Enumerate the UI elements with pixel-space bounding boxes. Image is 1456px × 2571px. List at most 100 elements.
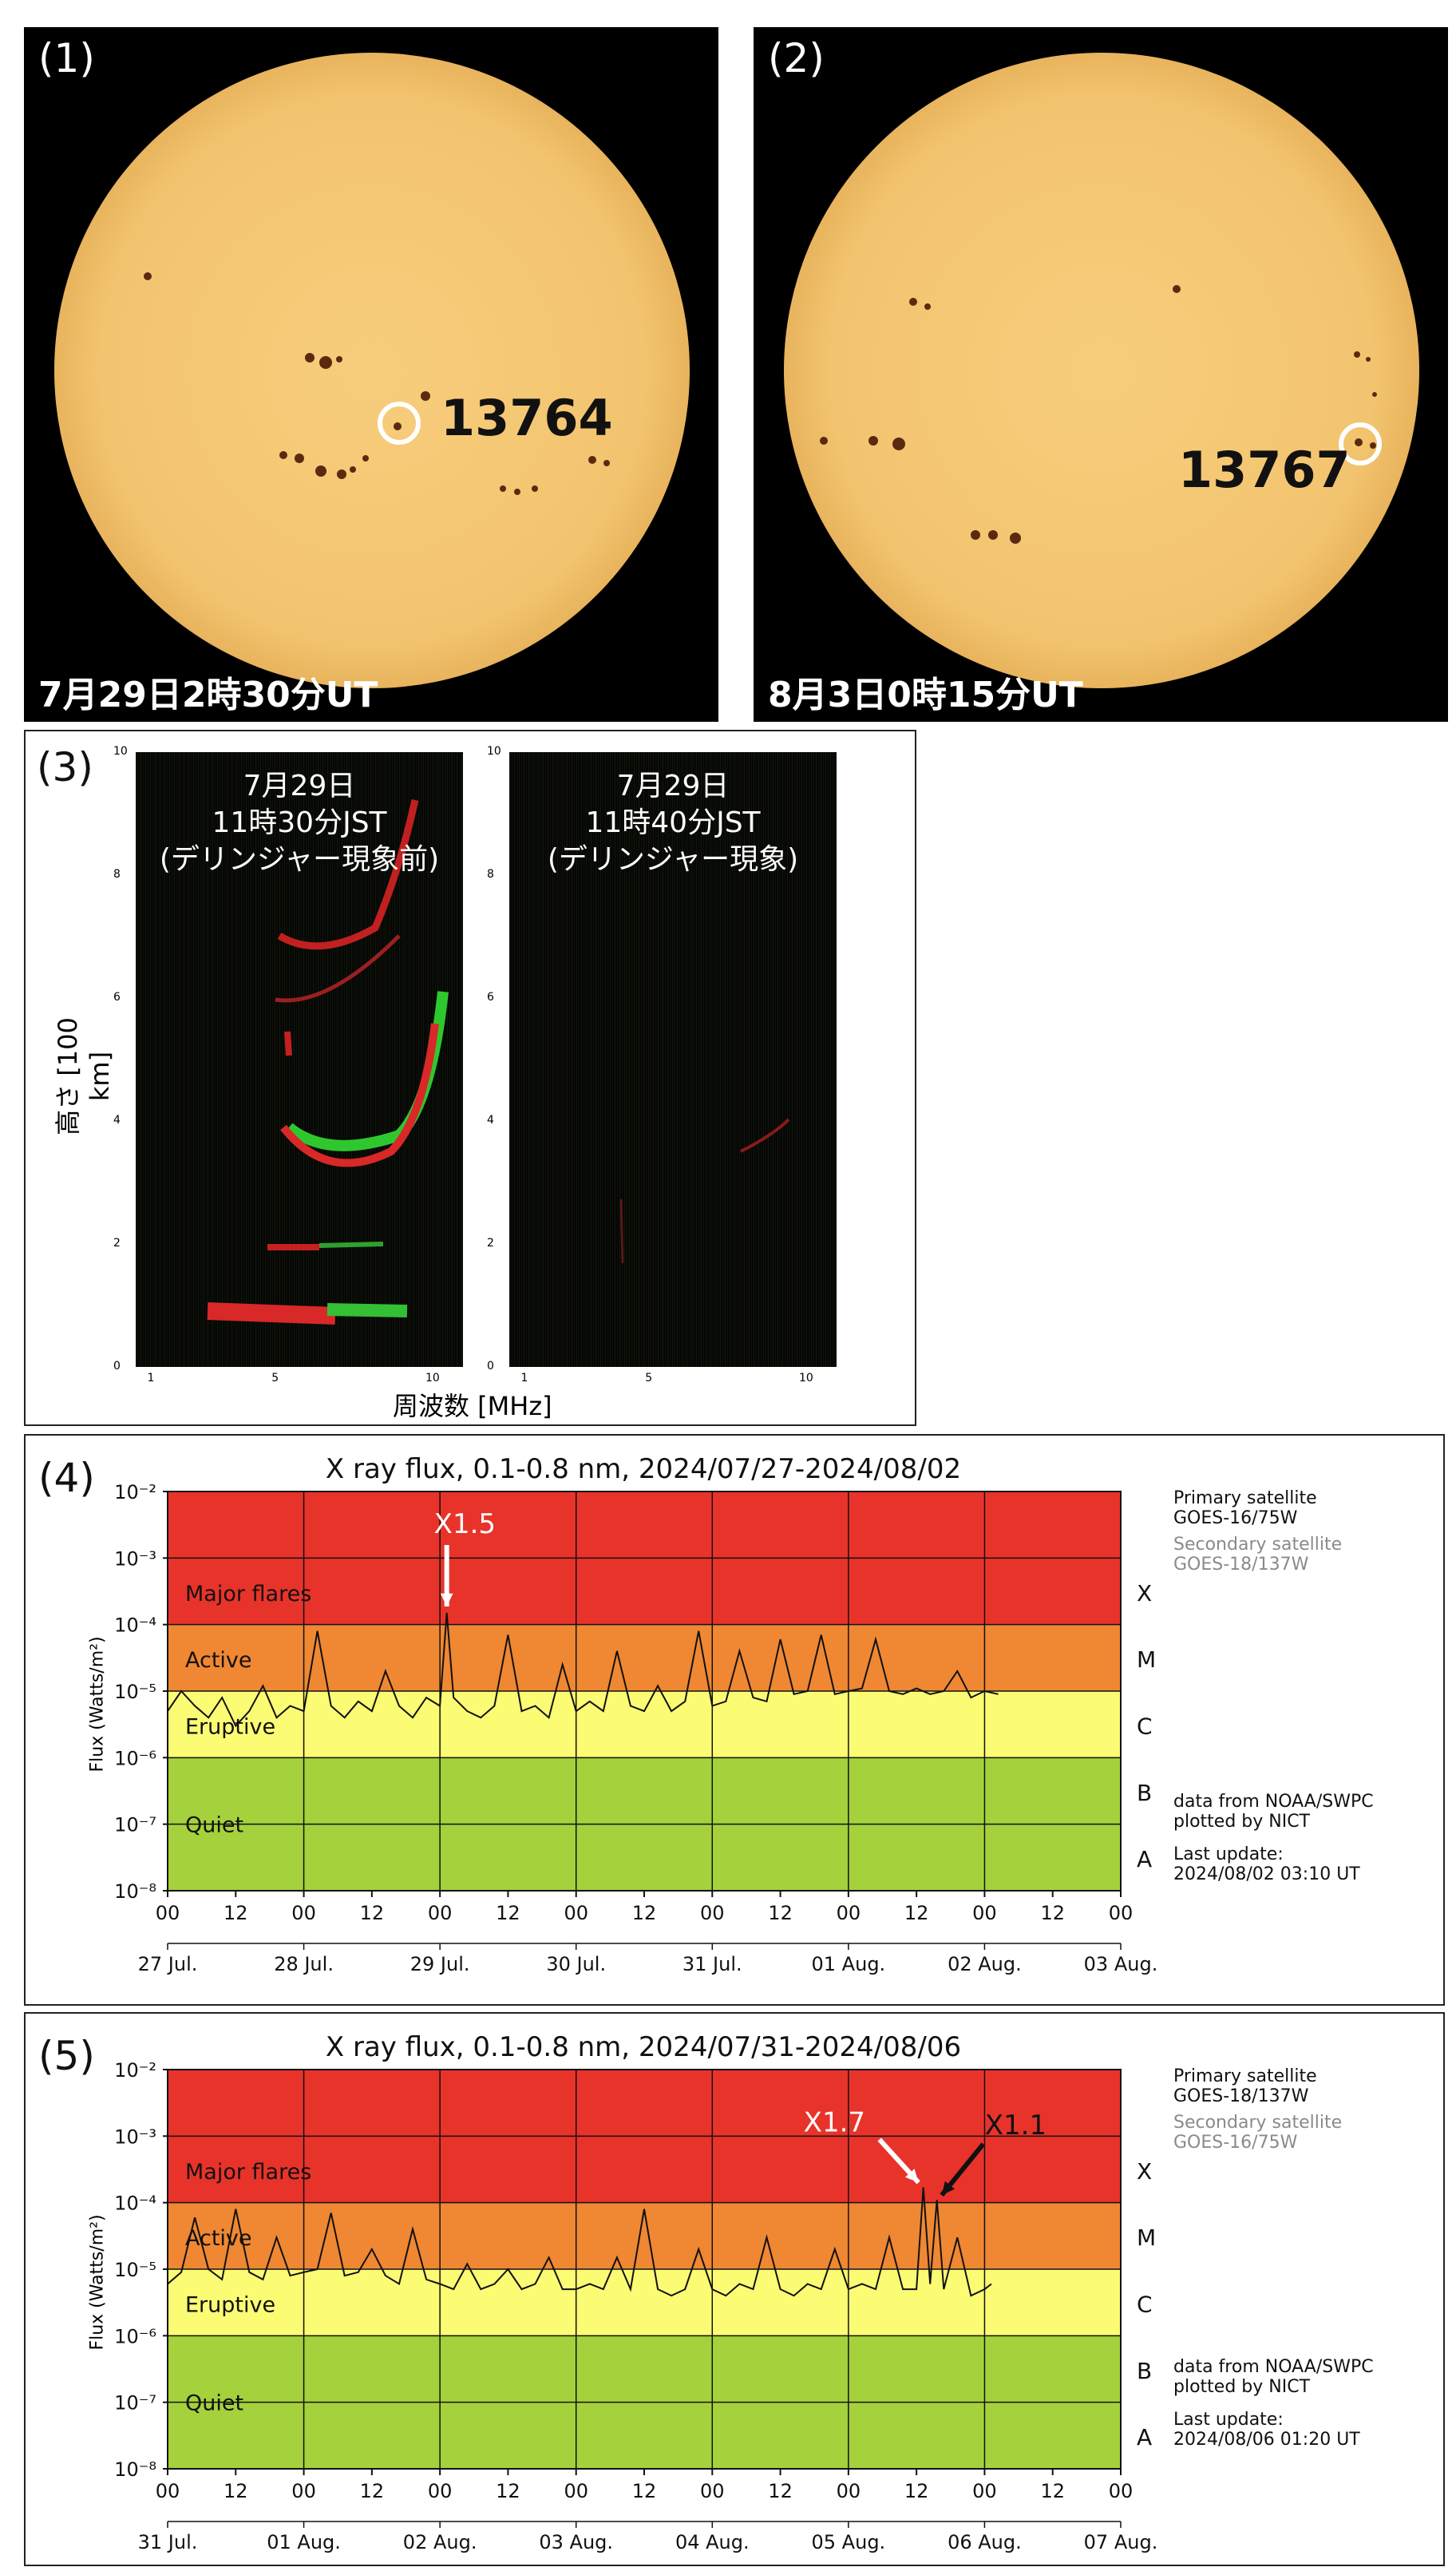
- x-day-label: 01 Aug.: [267, 2531, 341, 2553]
- x-day-label: 29 Jul.: [410, 1953, 470, 1975]
- flux-series-line: [167, 1612, 999, 1728]
- ionogram-ytick: 10: [487, 745, 501, 758]
- primary-label: Primary satellite: [1173, 1488, 1317, 1508]
- region-circle-13767: [1339, 422, 1382, 465]
- x-tick-label: 12: [496, 1902, 520, 1924]
- satellite-info-5: Primary satellite GOES-18/137W Secondary…: [1173, 2066, 1342, 2153]
- x-tick-label: 00: [156, 2480, 180, 2502]
- update-label: Last update:: [1173, 2410, 1284, 2430]
- ionogram-before: 7月29日 11時30分JST (デリンジャー現象前): [136, 752, 463, 1367]
- x-tick-label: 12: [768, 1902, 793, 1924]
- ionogram-ytick: 6: [487, 991, 494, 1004]
- timestamp-1: 7月29日2時30分UT: [38, 675, 378, 715]
- x-tick-label: 00: [291, 2480, 316, 2502]
- x-day-label: 07 Aug.: [1084, 2531, 1158, 2553]
- x-tick-label: 00: [1109, 1902, 1134, 1924]
- y-tick-label: 10⁻⁵: [114, 2259, 156, 2281]
- source-line-1: data from NOAA/SWPC: [1173, 2357, 1374, 2377]
- class-label: M: [1137, 1646, 1156, 1673]
- x-tick-label: 00: [700, 2480, 725, 2502]
- update-value: 2024/08/02 03:10 UT: [1173, 1864, 1360, 1884]
- y-tick-label: 10⁻⁸: [114, 2458, 156, 2481]
- annotation-arrowhead: [941, 2181, 956, 2196]
- x-tick-label: 00: [428, 2480, 453, 2502]
- x-tick-label: 00: [291, 1902, 316, 1924]
- source-info-5: data from NOAA/SWPC plotted by NICT Last…: [1173, 2357, 1374, 2450]
- class-label: A: [1137, 2424, 1152, 2450]
- class-label: C: [1137, 2292, 1153, 2318]
- annotation-label: X1.5: [434, 1508, 496, 1540]
- x-day-label: 31 Jul.: [138, 2531, 198, 2553]
- x-tick-label: 12: [224, 1902, 248, 1924]
- ionogram-ytick: 2: [113, 1237, 121, 1250]
- caption-note: (デリンジャー現象): [547, 843, 799, 876]
- satellite-info-4: Primary satellite GOES-16/75W Secondary …: [1173, 1488, 1342, 1575]
- y-tick-label: 10⁻⁵: [114, 1681, 156, 1703]
- source-line-2: plotted by NICT: [1173, 1812, 1311, 1832]
- xray-panel-4: (4) X ray flux, 0.1-0.8 nm, 2024/07/27-2…: [24, 1434, 1445, 2006]
- x-tick-label: 00: [837, 2480, 861, 2502]
- update-label: Last update:: [1173, 1844, 1284, 1864]
- y-tick-label: 10⁻⁷: [114, 1814, 156, 1836]
- zone-label: Eruptive: [185, 2293, 275, 2318]
- xray-panel-5: (5) X ray flux, 0.1-0.8 nm, 2024/07/31-2…: [24, 2012, 1445, 2566]
- x-tick-label: 00: [700, 1902, 725, 1924]
- panel-label-3: (3): [37, 744, 93, 790]
- ionogram-xtick: 1: [147, 1372, 155, 1385]
- y-tick-label: 10⁻²: [114, 1481, 156, 1503]
- x-tick-label: 00: [156, 1902, 180, 1924]
- zone-label: Quiet: [185, 2391, 243, 2416]
- x-tick-label: 12: [632, 2480, 657, 2502]
- secondary-label: Secondary satellite: [1173, 1535, 1343, 1555]
- sun-disk: [54, 53, 690, 688]
- class-label: C: [1137, 1713, 1153, 1740]
- primary-satellite: GOES-18/137W: [1173, 2086, 1309, 2106]
- class-label: B: [1137, 1780, 1152, 1806]
- chart-title-5: X ray flux, 0.1-0.8 nm, 2024/07/31-2024/…: [325, 2031, 962, 2063]
- ionogram-before-traces: [136, 752, 463, 1367]
- ionogram-ytick: 8: [487, 868, 494, 881]
- sunspots-2: [820, 285, 1377, 544]
- ionogram-xtick: 1: [520, 1372, 528, 1385]
- ionogram-panel: (3) 高さ [100 km] 7月29日 11時30分JST (デ: [24, 730, 916, 1426]
- x-tick-label: 00: [1109, 2480, 1134, 2502]
- ionogram-ytick: 2: [487, 1237, 494, 1250]
- class-label: M: [1137, 2224, 1156, 2251]
- class-label: A: [1137, 1846, 1152, 1872]
- annotation-arrowhead: [904, 2169, 919, 2183]
- secondary-satellite: GOES-18/137W: [1173, 1555, 1309, 1575]
- x-day-label: 01 Aug.: [812, 1953, 886, 1975]
- x-day-label: 27 Jul.: [138, 1953, 198, 1975]
- y-tick-label: 10⁻³: [114, 1547, 156, 1570]
- x-day-label: 06 Aug.: [948, 2531, 1022, 2553]
- ionogram-ytick: 4: [113, 1114, 121, 1127]
- caption-time: 11時40分JST: [585, 806, 761, 839]
- caption-date: 7月29日: [616, 770, 730, 802]
- x-day-label: 30 Jul.: [546, 1953, 606, 1975]
- ionogram-ytick: 10: [113, 745, 128, 758]
- ionogram-ylabel: 高さ [100 km]: [53, 1017, 115, 1135]
- source-line-2: plotted by NICT: [1173, 2377, 1311, 2397]
- x-tick-label: 12: [768, 2480, 793, 2502]
- ionogram-ytick: 4: [487, 1114, 494, 1127]
- y-tick-label: 10⁻³: [114, 2125, 156, 2148]
- x-tick-label: 12: [904, 2480, 929, 2502]
- chart-title-4: X ray flux, 0.1-0.8 nm, 2024/07/27-2024/…: [325, 1453, 962, 1485]
- sun-disk-1: [54, 53, 690, 688]
- ionogram-ytick: 0: [113, 1360, 121, 1373]
- annotation-label: X1.7: [804, 2106, 865, 2138]
- update-value: 2024/08/06 01:20 UT: [1173, 2430, 1360, 2450]
- caption-note: (デリンジャー現象前): [159, 843, 440, 876]
- zone-eruptive: [168, 2269, 1121, 2336]
- x-tick-label: 00: [428, 1902, 453, 1924]
- y-tick-label: 10⁻⁶: [114, 1747, 156, 1769]
- x-day-label: 28 Jul.: [274, 1953, 334, 1975]
- ionogram-during-traces: [509, 752, 837, 1367]
- zone-label: Major flares: [185, 1582, 311, 1606]
- y-tick-label: 10⁻⁴: [114, 1614, 156, 1637]
- y-tick-label: 10⁻⁶: [114, 2325, 156, 2347]
- panel-label-4: (4): [38, 1455, 95, 1501]
- secondary-satellite: GOES-16/75W: [1173, 2133, 1298, 2153]
- x-day-label: 04 Aug.: [675, 2531, 750, 2553]
- x-day-label: 05 Aug.: [812, 2531, 886, 2553]
